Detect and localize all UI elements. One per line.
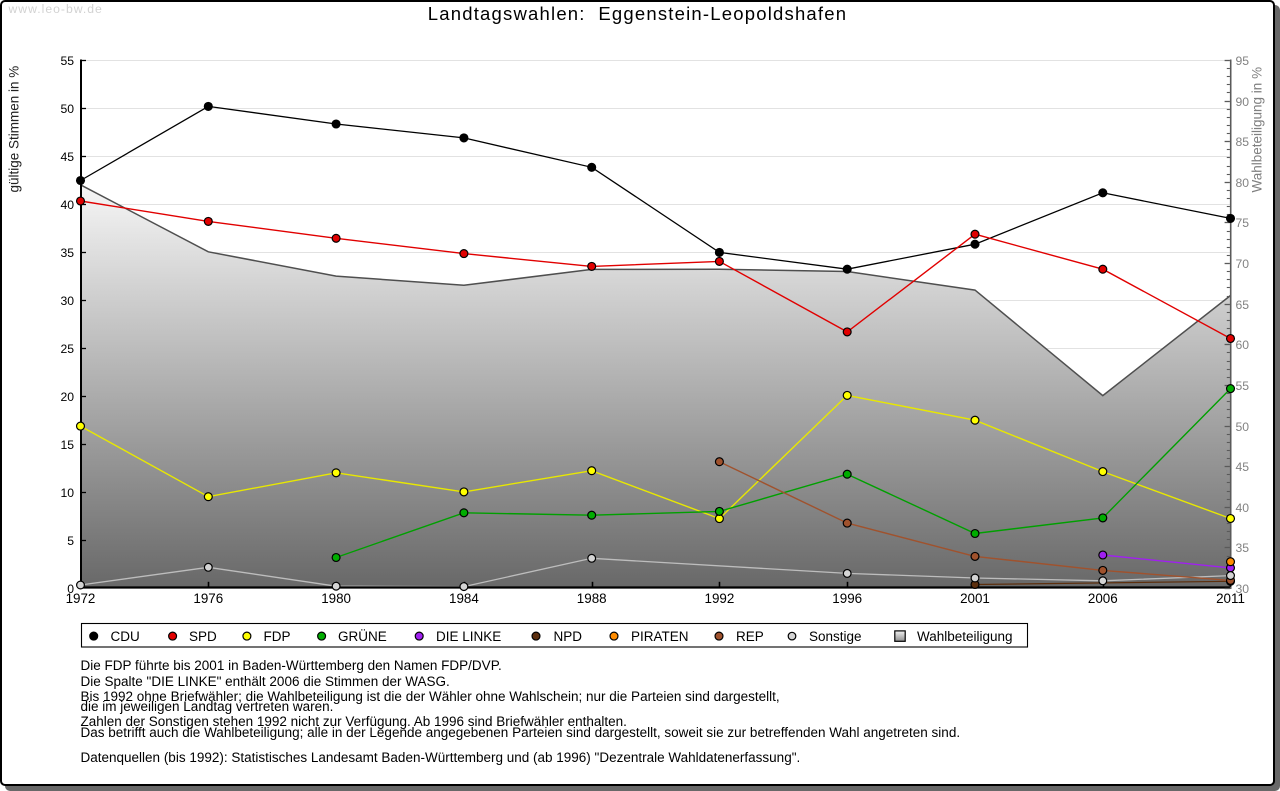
svg-text:30: 30 [60, 294, 74, 308]
svg-text:CDU: CDU [111, 629, 140, 644]
svg-text:Wahlbeteiligung: Wahlbeteiligung [917, 629, 1013, 644]
svg-text:SPD: SPD [189, 629, 217, 644]
svg-text:1976: 1976 [193, 591, 223, 606]
svg-text:1992: 1992 [705, 591, 735, 606]
svg-text:15: 15 [60, 438, 74, 452]
svg-text:2011: 2011 [1216, 591, 1245, 606]
svg-text:FDP: FDP [264, 629, 291, 644]
svg-text:40: 40 [1236, 501, 1250, 515]
svg-text:DIE LINKE: DIE LINKE [436, 629, 501, 644]
svg-text:10: 10 [60, 486, 74, 500]
svg-text:25: 25 [60, 342, 74, 356]
svg-text:45: 45 [60, 150, 74, 164]
svg-text:45: 45 [1236, 460, 1250, 474]
svg-text:5: 5 [67, 534, 74, 548]
svg-text:50: 50 [60, 102, 74, 116]
svg-text:35: 35 [60, 246, 74, 260]
svg-text:NPD: NPD [554, 629, 583, 644]
svg-text:GRÜNE: GRÜNE [338, 629, 387, 644]
svg-text:90: 90 [1236, 95, 1250, 109]
svg-text:30: 30 [1236, 582, 1250, 596]
svg-text:95: 95 [1236, 54, 1250, 68]
svg-text:40: 40 [60, 198, 74, 212]
svg-text:1980: 1980 [321, 591, 351, 606]
svg-text:80: 80 [1236, 176, 1250, 190]
svg-text:85: 85 [1236, 135, 1250, 149]
svg-text:50: 50 [1236, 420, 1250, 434]
svg-text:0: 0 [67, 582, 74, 596]
svg-text:1996: 1996 [832, 591, 862, 606]
svg-text:2006: 2006 [1088, 591, 1118, 606]
svg-text:75: 75 [1236, 216, 1250, 230]
svg-text:65: 65 [1236, 298, 1250, 312]
svg-text:1972: 1972 [66, 591, 96, 606]
svg-text:gültige Stimmen in %: gültige Stimmen in % [7, 66, 22, 193]
svg-text:70: 70 [1236, 257, 1250, 271]
svg-text:Sonstige: Sonstige [809, 629, 862, 644]
svg-text:20: 20 [60, 390, 74, 404]
svg-text:PIRATEN: PIRATEN [631, 629, 689, 644]
svg-text:REP: REP [736, 629, 764, 644]
svg-text:60: 60 [1236, 338, 1250, 352]
svg-text:2001: 2001 [960, 591, 990, 606]
svg-text:55: 55 [60, 54, 74, 68]
svg-text:1988: 1988 [577, 591, 607, 606]
svg-text:55: 55 [1236, 379, 1250, 393]
svg-text:1984: 1984 [449, 591, 479, 606]
svg-text:Wahlbeteiligung in %: Wahlbeteiligung in % [1250, 67, 1265, 193]
svg-text:35: 35 [1236, 541, 1250, 555]
